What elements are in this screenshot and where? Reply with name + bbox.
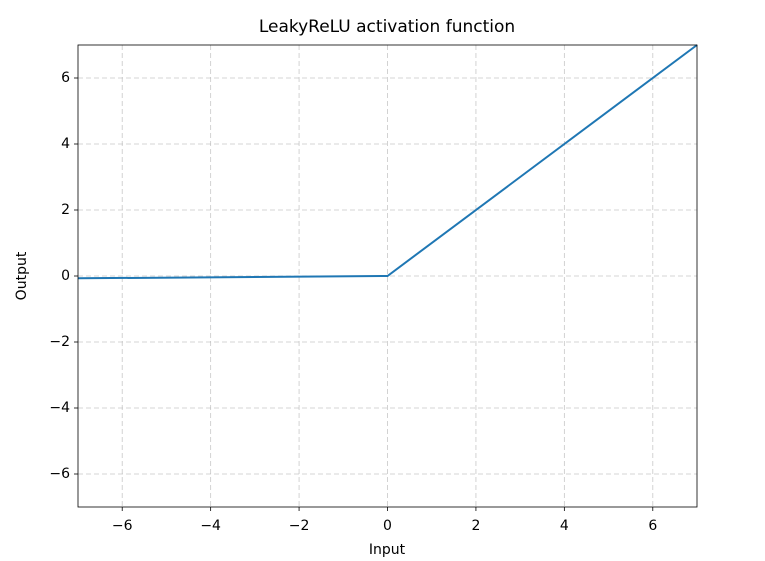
y-tick-label: −4	[49, 400, 70, 416]
x-tick-label: −4	[200, 518, 221, 534]
y-tick-label: 0	[61, 268, 70, 284]
line	[77, 44, 698, 280]
chart-title: LeakyReLU activation function	[259, 17, 515, 37]
y-tick-label: 4	[61, 136, 70, 152]
y-axis-label: Output	[14, 251, 30, 300]
plot-frame	[77, 44, 698, 508]
x-tick-label: 2	[471, 518, 480, 534]
y-tick-label: −2	[49, 334, 70, 350]
x-tick-label: −6	[112, 518, 133, 534]
x-axis-label: Input	[369, 542, 406, 558]
x-tick-label: 6	[648, 518, 657, 534]
x-tick-label: −2	[289, 518, 310, 534]
y-tick-label: 2	[61, 202, 70, 218]
y-tick-label: −6	[49, 466, 70, 482]
x-tick-label: 0	[383, 518, 392, 534]
x-tick-label: 4	[560, 518, 569, 534]
y-tick-label: 6	[61, 70, 70, 86]
